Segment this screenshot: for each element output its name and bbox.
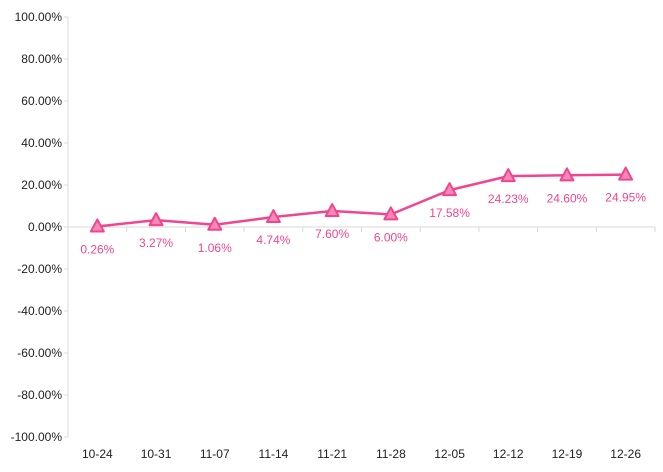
data-label: 3.27% — [139, 236, 173, 250]
y-tick-label: 100.00% — [15, 10, 63, 24]
triangle-marker — [442, 182, 458, 197]
y-tick-label: 40.00% — [21, 136, 62, 150]
triangle-marker — [324, 203, 340, 218]
y-tick-label: -80.00% — [17, 388, 62, 402]
data-label: 1.06% — [198, 241, 232, 255]
series-layer: 0.26% 3.27% 1.06% 4.74% 7.60% 6.00% 17.58% 24.2… — [80, 166, 646, 256]
series-line — [97, 173, 626, 228]
x-tick-label: 12-05 — [434, 447, 465, 461]
x-tick-label: 12-26 — [610, 447, 641, 461]
y-tick-label: -20.00% — [17, 262, 62, 276]
data-label: 6.00% — [374, 230, 408, 244]
data-label: 7.60% — [315, 227, 349, 241]
x-tick-label: 11-21 — [317, 447, 347, 461]
triangle-marker — [500, 168, 516, 183]
data-label: 24.60% — [547, 191, 588, 205]
y-tick-label: 20.00% — [21, 178, 62, 192]
y-tick-label: -40.00% — [17, 304, 62, 318]
y-tick-label: 60.00% — [21, 94, 62, 108]
y-axis-ticks: 100.00% 80.00% 60.00% 40.00% 20.00% 0.00% -20.… — [11, 10, 68, 444]
x-tick-label: 10-24 — [82, 447, 113, 461]
data-label: 0.26% — [80, 242, 114, 256]
triangle-marker — [383, 206, 399, 221]
x-tick-label: 11-07 — [200, 447, 230, 461]
triangle-marker — [207, 216, 223, 231]
x-axis-ticks: 10-24 10-31 11-07 11-14 11-21 11-28 12-05 12-12… — [67, 227, 656, 461]
y-tick-label: 80.00% — [21, 52, 62, 66]
data-label: 24.95% — [605, 191, 646, 205]
triangle-marker — [265, 209, 281, 224]
x-tick-label: 11-28 — [376, 447, 406, 461]
x-tick-label: 12-19 — [552, 447, 583, 461]
x-tick-label: 12-12 — [493, 447, 524, 461]
data-label: 17.58% — [429, 206, 470, 220]
y-tick-label: 0.00% — [28, 220, 62, 234]
triangle-marker — [559, 167, 575, 182]
y-tick-label: -100.00% — [11, 430, 63, 444]
x-tick-label: 11-14 — [259, 447, 289, 461]
x-tick-label: 10-31 — [141, 447, 172, 461]
triangle-marker — [148, 212, 164, 227]
triangle-marker — [89, 218, 105, 233]
data-label: 4.74% — [256, 233, 290, 247]
y-tick-label: -60.00% — [17, 346, 62, 360]
data-label: 24.23% — [488, 192, 529, 206]
triangle-marker — [618, 166, 634, 181]
